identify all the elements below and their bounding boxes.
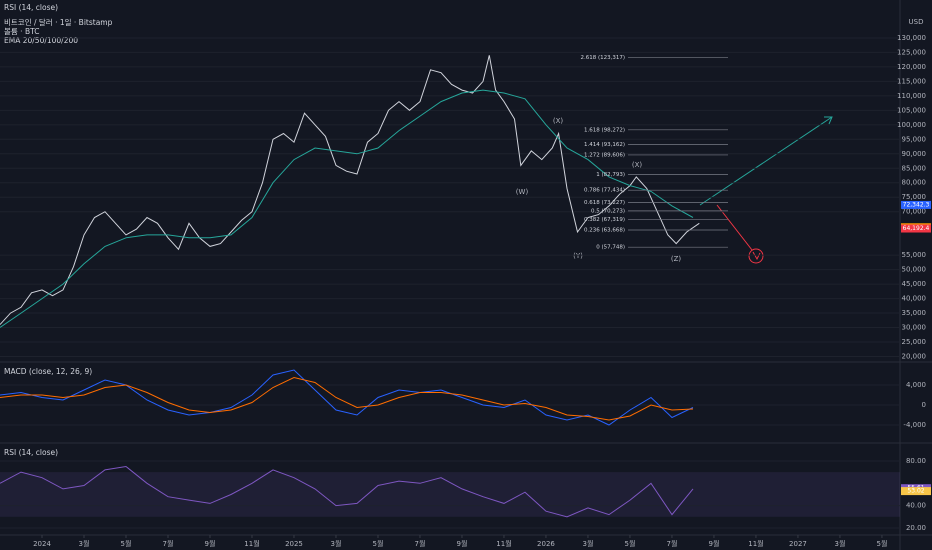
y-tick-label: 125,000: [897, 48, 926, 56]
wave-label: (Y): [573, 252, 583, 260]
y-tick-label: 95,000: [902, 135, 927, 143]
x-tick-label: 11월: [244, 539, 259, 548]
y-tick-label: 20.00: [906, 524, 926, 532]
value-tag-label: 53.02: [907, 488, 924, 495]
price-tag-label: 64,192.4: [903, 225, 930, 232]
y-tick-label: 100,000: [897, 121, 926, 129]
y-tick-label: 20,000: [902, 352, 927, 360]
y-tick-label: 55,000: [902, 251, 927, 259]
x-tick-label: 7월: [163, 539, 174, 548]
y-tick-label: 0: [922, 401, 926, 409]
x-tick-label: 5월: [625, 539, 636, 548]
x-tick-label: 3월: [834, 539, 845, 548]
pane-title: RSI (14, close): [4, 448, 58, 457]
fib-label: 0.236 (63,668): [584, 228, 625, 234]
x-tick-label: 9월: [457, 539, 468, 548]
price-tag: [901, 200, 931, 209]
y-tick-label: 130,000: [897, 34, 926, 42]
price-tag: [901, 224, 931, 233]
fib-label: 0.5 (70,273): [591, 208, 625, 214]
series-line: [0, 89, 694, 328]
y-tick-label: 40.00: [906, 502, 926, 510]
fib-label: 1.414 (93,162): [584, 142, 625, 148]
x-tick-label: 9월: [205, 539, 216, 548]
wave-label: (Z): [671, 255, 682, 263]
fib-label: 0.786 (77,434): [584, 188, 625, 194]
series-line: [0, 369, 694, 426]
legend-line: 비트코인 / 달러 · 1일 · Bitstamp: [4, 17, 113, 27]
y-tick-label: -4,000: [903, 421, 926, 429]
top-label: RSI (14, close): [4, 3, 58, 12]
unit: USD: [909, 18, 924, 26]
y-tick-label: 35,000: [902, 309, 927, 317]
y-tick-label: 80,000: [902, 179, 927, 187]
x-tick-label: 2026: [537, 540, 555, 548]
y-tick-label: 50,000: [902, 266, 927, 274]
price-tag-label: 72,342.3: [903, 201, 930, 208]
y-tick-label: 105,000: [897, 106, 926, 114]
x-tick-label: 2024: [33, 540, 51, 548]
legend-line: EMA 20/50/100/200: [4, 36, 78, 45]
fib-label: 0.382 (67,319): [584, 217, 625, 223]
pane-title: MACD (close, 12, 26, 9): [4, 367, 92, 376]
y-tick-label: 40,000: [902, 295, 927, 303]
legend-line: 볼륨 · BTC: [4, 27, 39, 36]
rsi-band: [0, 472, 900, 517]
wave-label: (X): [632, 161, 643, 169]
fib-label: 1.618 (98,272): [584, 127, 625, 133]
series-line: [0, 465, 694, 518]
y-tick-label: 120,000: [897, 63, 926, 71]
target-circle: [748, 248, 764, 264]
y-tick-label: 70,000: [902, 208, 927, 216]
fib-label: 2.618 (123,317): [580, 55, 625, 61]
x-tick-label: 7월: [415, 539, 426, 548]
y-tick-label: 90,000: [902, 150, 927, 158]
fib-label: 1.272 (89,606): [584, 152, 625, 158]
fib-label: 1 (82,793): [596, 172, 625, 178]
x-tick-label: 11월: [748, 539, 763, 548]
x-tick-label: 3월: [331, 539, 342, 548]
x-tick-label: 11월: [496, 539, 511, 548]
y-tick-label: 30,000: [902, 324, 927, 332]
x-tick-label: 5월: [373, 539, 384, 548]
y-tick-label: 25,000: [902, 338, 927, 346]
fib-label: 0 (57,748): [596, 245, 625, 251]
x-tick-label: 5월: [121, 539, 132, 548]
y-tick-label: 110,000: [897, 92, 926, 100]
wave-label: (X): [553, 117, 564, 125]
fib-label: 0.618 (73,227): [584, 200, 625, 206]
arrow-head: [824, 116, 833, 125]
y-tick-label: 115,000: [897, 77, 926, 85]
x-tick-label: 5월: [876, 539, 887, 548]
series-line: [0, 376, 694, 421]
y-tick-label: 75,000: [902, 193, 927, 201]
y-tick-label: 85,000: [902, 164, 927, 172]
y-tick-label: 80.00: [906, 457, 926, 465]
x-tick-label: 9월: [708, 539, 719, 548]
x-tick-label: 3월: [583, 539, 594, 548]
wave-label: (W): [516, 188, 529, 196]
y-tick-label: 45,000: [902, 280, 927, 288]
x-tick-label: 2027: [789, 540, 807, 548]
projection-arrow: [716, 204, 753, 251]
x-tick-label: 2025: [285, 540, 303, 548]
x-tick-label: 3월: [79, 539, 90, 548]
value-tag: [901, 487, 931, 496]
y-tick-label: 4,000: [906, 381, 926, 389]
series-line: [0, 55, 700, 325]
x-tick-label: 7월: [667, 539, 678, 548]
